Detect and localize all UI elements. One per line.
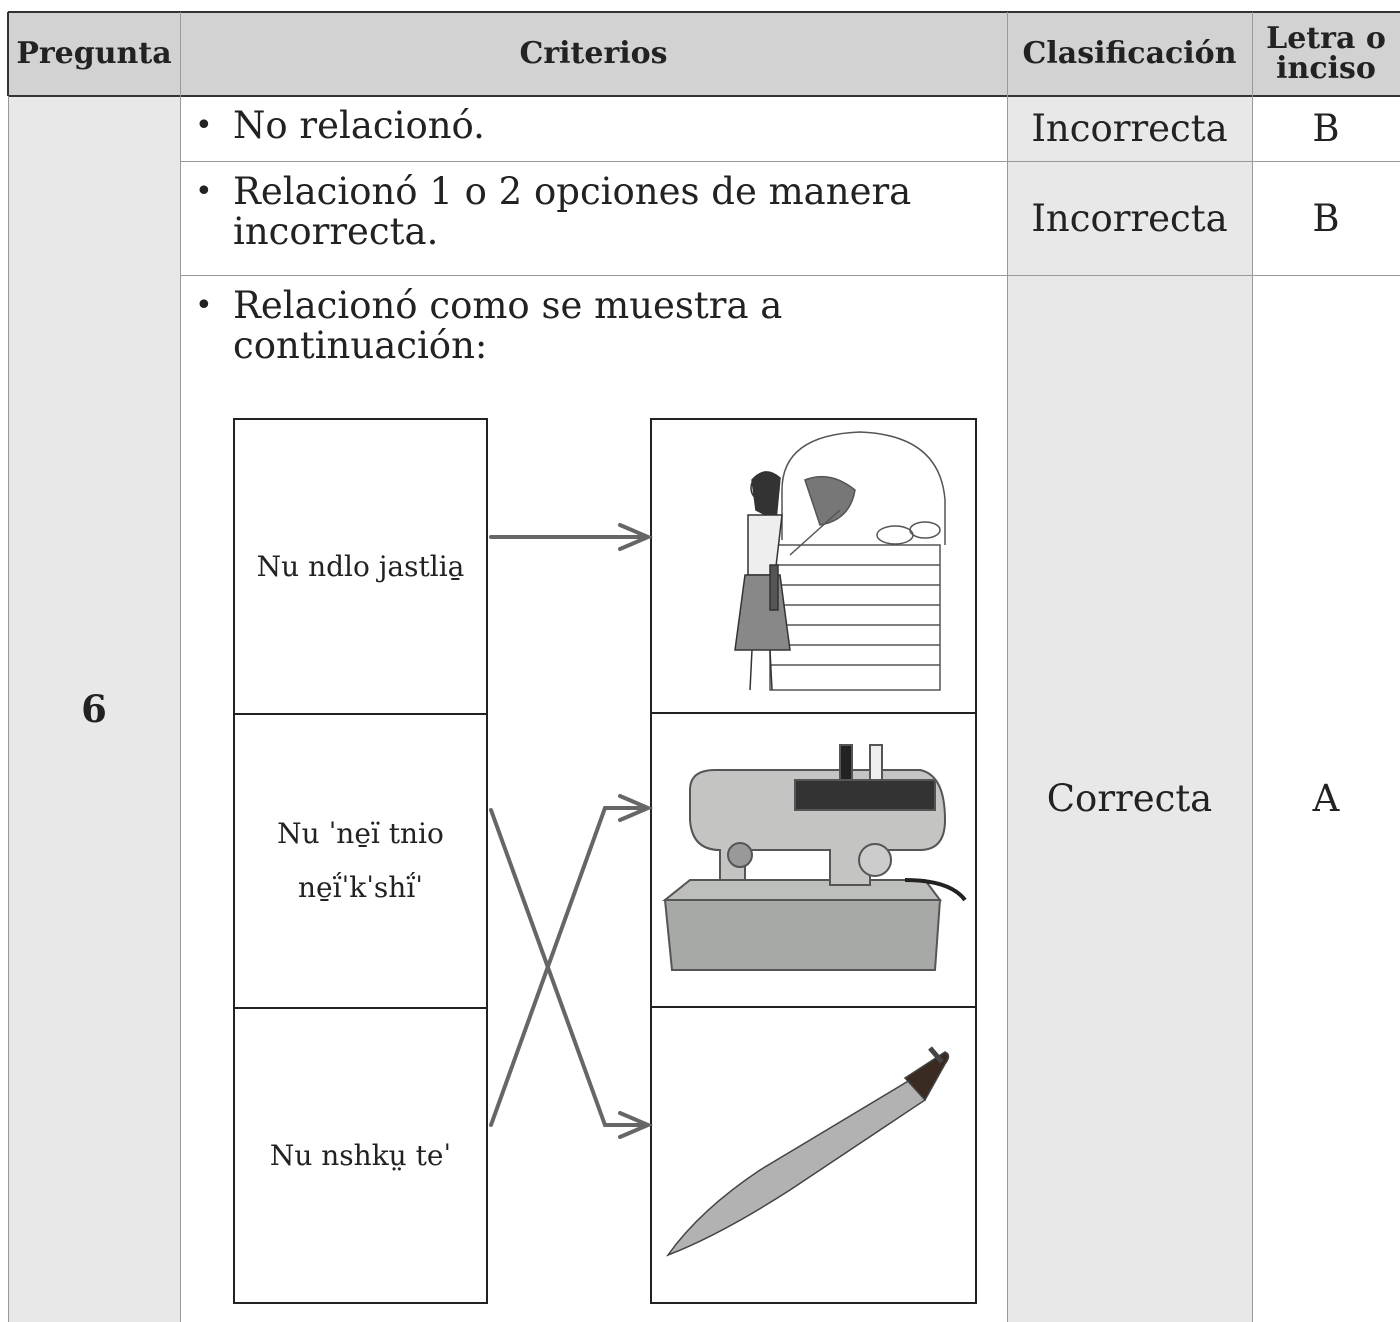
classification: Incorrecta — [1007, 161, 1252, 275]
letter: A — [1312, 777, 1340, 820]
question-number: 6 — [8, 96, 180, 1322]
border — [8, 95, 1400, 97]
classification: Incorrecta — [1007, 96, 1252, 161]
criterion: No relacionó. — [195, 106, 995, 147]
header-cell: Clasificación — [1007, 12, 1252, 96]
criterion: Relacionó 1 o 2 opciones de manera incor… — [195, 172, 995, 252]
border — [8, 11, 1400, 13]
criterion: Relacionó como se muestra a continuación… — [195, 286, 835, 366]
header-cell: Letra o inciso — [1252, 12, 1400, 96]
match-left: Nu nshkṳ teˈ — [233, 1007, 488, 1304]
match-left: Nu ˈne̱ï tnio ne̱ḯˈkˈshḯˈ — [233, 713, 488, 1009]
classification: Correcta — [1007, 275, 1252, 1322]
border — [180, 161, 1400, 162]
border — [7, 12, 9, 96]
border — [1252, 12, 1253, 1322]
border — [8, 96, 9, 1322]
border — [1007, 12, 1008, 1322]
header-cell: Pregunta — [8, 12, 180, 96]
match-left: Nu ndlo jastlia̱ — [233, 418, 488, 715]
letter: B — [1312, 107, 1340, 150]
border — [180, 275, 1400, 276]
letter: B — [1312, 196, 1340, 240]
header-cell: Criterios — [180, 12, 1007, 96]
border — [180, 12, 181, 1322]
